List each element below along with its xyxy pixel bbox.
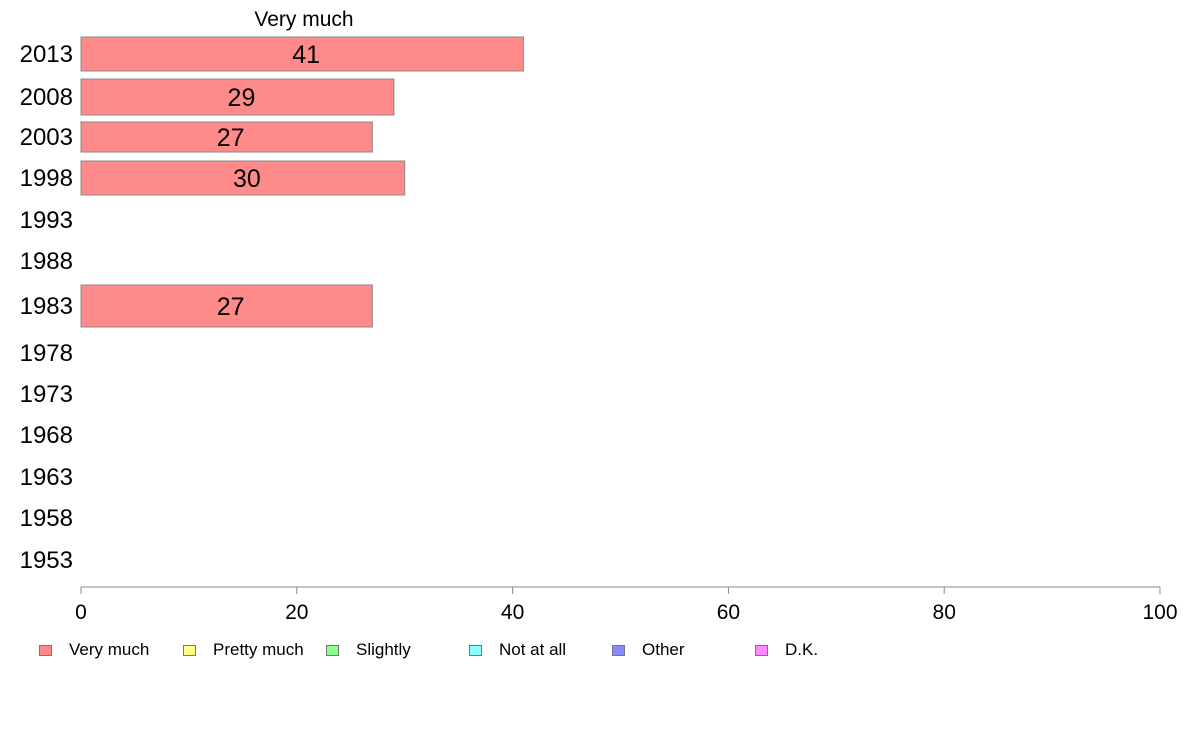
legend-swatch: [183, 644, 196, 656]
x-tick-label: 100: [1142, 601, 1177, 624]
x-tick-label: 20: [285, 601, 308, 624]
year-label: 1983: [20, 293, 73, 320]
legend-item-pretty-much: Pretty much: [183, 637, 304, 663]
bar-value-label: 27: [217, 124, 245, 152]
year-labels: 2013 2008 2003 1998 1993 1988 1983 1978 1973 1968…: [20, 41, 73, 574]
year-label: 2013: [20, 41, 73, 68]
x-tick-label: 40: [501, 601, 524, 624]
bar-value-label: 27: [217, 293, 245, 321]
legend-label: Slightly: [356, 640, 411, 659]
bars: 41 29 27 30 27: [80, 36, 524, 328]
x-tick-label: 0: [75, 601, 87, 624]
bar-value-label: 30: [233, 165, 261, 193]
legend-label: Very much: [69, 640, 150, 659]
legend-item-not-at-all: Not at all: [469, 637, 566, 663]
x-tick-label: 60: [717, 601, 740, 624]
legend-label: Not at all: [499, 640, 567, 659]
year-label: 1953: [20, 547, 73, 574]
year-label: 1963: [20, 464, 73, 491]
legend-swatch: [612, 644, 625, 656]
legend-swatch: [326, 644, 339, 656]
year-label: 1988: [20, 248, 73, 275]
legend-item-other: Other: [612, 637, 685, 663]
legend-swatch: [39, 644, 52, 656]
legend-item-dk: D.K.: [755, 637, 818, 663]
legend-item-slightly: Slightly: [326, 637, 411, 663]
year-label: 2008: [20, 84, 73, 111]
bar-value-label: 29: [228, 84, 256, 112]
year-label: 1978: [20, 340, 73, 367]
bar-very-much-1983: [80, 284, 373, 328]
legend-label: Pretty much: [213, 640, 304, 659]
x-tick-label: 80: [933, 601, 956, 624]
bar-very-much-2013: [80, 36, 524, 72]
year-label: 1968: [20, 422, 73, 449]
year-label: 1998: [20, 165, 73, 192]
bar-value-label: 41: [292, 41, 320, 69]
chart-title: Very much: [254, 8, 353, 31]
year-label: 1973: [20, 381, 73, 408]
x-axis: 0 20 40 60 80 100: [75, 586, 1178, 624]
legend-swatch: [755, 644, 768, 656]
year-label: 2003: [20, 124, 73, 151]
legend-label: Other: [642, 640, 685, 659]
legend-item-very-much: Very much: [39, 637, 149, 663]
bar-very-much-2008: [80, 78, 395, 116]
legend-swatch: [469, 644, 482, 656]
bar-very-much-2003: [80, 121, 373, 153]
legend: Very much Pretty much Slightly Not at al…: [0, 637, 1188, 663]
legend-label: D.K.: [785, 640, 819, 659]
year-label: 1993: [20, 207, 73, 234]
bar-very-much-1998: [80, 160, 406, 196]
year-label: 1958: [20, 505, 73, 532]
